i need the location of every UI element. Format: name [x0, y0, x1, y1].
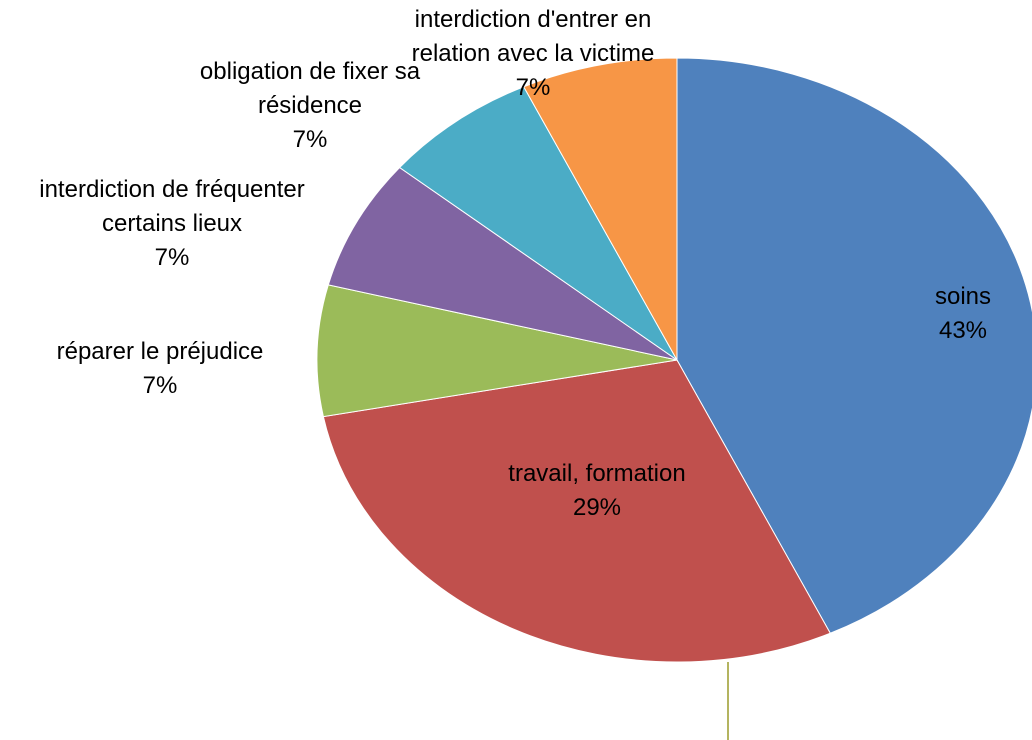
- pie: [316, 57, 1032, 663]
- value-label: 7%: [515, 74, 551, 101]
- value-label: 7%: [154, 244, 190, 271]
- category-label: interdiction d'entrer en relation avec l…: [411, 6, 655, 67]
- pie-slice: [523, 57, 678, 362]
- pie-slice: [398, 86, 678, 361]
- pie-slice: [322, 359, 831, 663]
- value-label: 43%: [938, 317, 988, 344]
- pie-slice: [327, 166, 678, 361]
- value-label: 7%: [142, 372, 178, 399]
- value-label: 7%: [292, 126, 328, 153]
- slice-label: interdiction d'entrer en relation avec l…: [378, 3, 688, 105]
- value-label: 29%: [572, 494, 622, 521]
- category-label: soins: [934, 283, 992, 310]
- slice-label: réparer le préjudice 7%: [20, 335, 300, 403]
- slice-label: travail, formation 29%: [457, 457, 737, 525]
- category-label: travail, formation: [508, 460, 686, 487]
- slice-label: soins 43%: [903, 280, 1023, 348]
- pie-slice: [316, 284, 678, 418]
- category-label: obligation de fixer sa résidence: [199, 58, 421, 119]
- slice-label: obligation de fixer sa résidence 7%: [168, 55, 453, 157]
- category-label: interdiction de fréquenter certains lieu…: [39, 176, 305, 237]
- category-label: réparer le préjudice: [56, 338, 264, 365]
- pie-slice: [676, 57, 1032, 634]
- slice-label: interdiction de fréquenter certains lieu…: [0, 173, 345, 275]
